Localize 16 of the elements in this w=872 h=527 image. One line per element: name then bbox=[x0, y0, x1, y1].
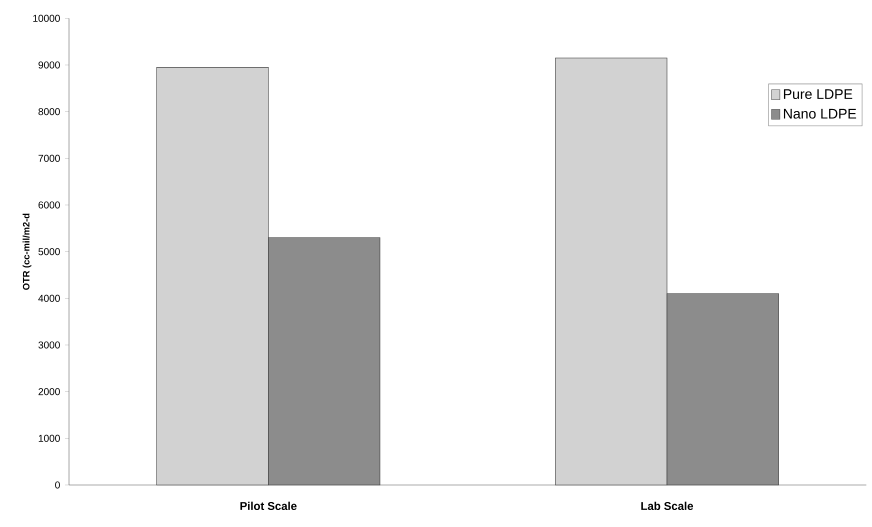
y-tick-label: 4000 bbox=[38, 294, 60, 302]
y-tick-label: 6000 bbox=[38, 201, 60, 209]
legend-label: Pure LDPE bbox=[784, 89, 852, 100]
y-tick-label: 7000 bbox=[38, 154, 60, 162]
y-tick-label: 10000 bbox=[33, 14, 60, 22]
y-tick-label: 3000 bbox=[38, 341, 60, 349]
y-tick-label: 0 bbox=[55, 481, 60, 489]
y-tick-label: 8000 bbox=[38, 108, 60, 116]
x-tick-label: Pilot Scale bbox=[240, 502, 297, 510]
y-axis-title: OTR (cc-mil/m2-d bbox=[22, 214, 32, 290]
legend-label: Nano LDPE bbox=[784, 108, 856, 119]
y-tick-label: 1000 bbox=[38, 434, 60, 442]
y-tick-label: 9000 bbox=[38, 61, 60, 69]
y-tick-label: 2000 bbox=[38, 388, 60, 396]
x-tick-label: Lab Scale bbox=[641, 502, 694, 510]
y-tick-label: 5000 bbox=[38, 248, 60, 256]
